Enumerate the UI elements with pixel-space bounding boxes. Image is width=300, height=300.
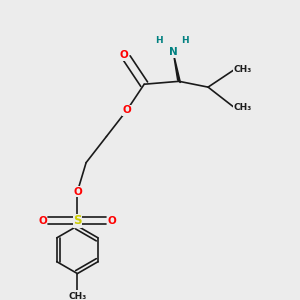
Text: CH₃: CH₃ [68,292,86,300]
Text: H: H [181,36,189,45]
Text: CH₃: CH₃ [234,65,252,74]
Text: O: O [122,105,131,116]
Text: O: O [108,216,117,226]
Text: S: S [73,214,82,227]
Text: H: H [155,36,163,45]
Text: O: O [38,216,47,226]
Text: O: O [119,50,128,60]
Text: N: N [169,47,178,57]
Polygon shape [173,52,181,83]
Text: O: O [73,187,82,197]
Text: CH₃: CH₃ [234,103,252,112]
